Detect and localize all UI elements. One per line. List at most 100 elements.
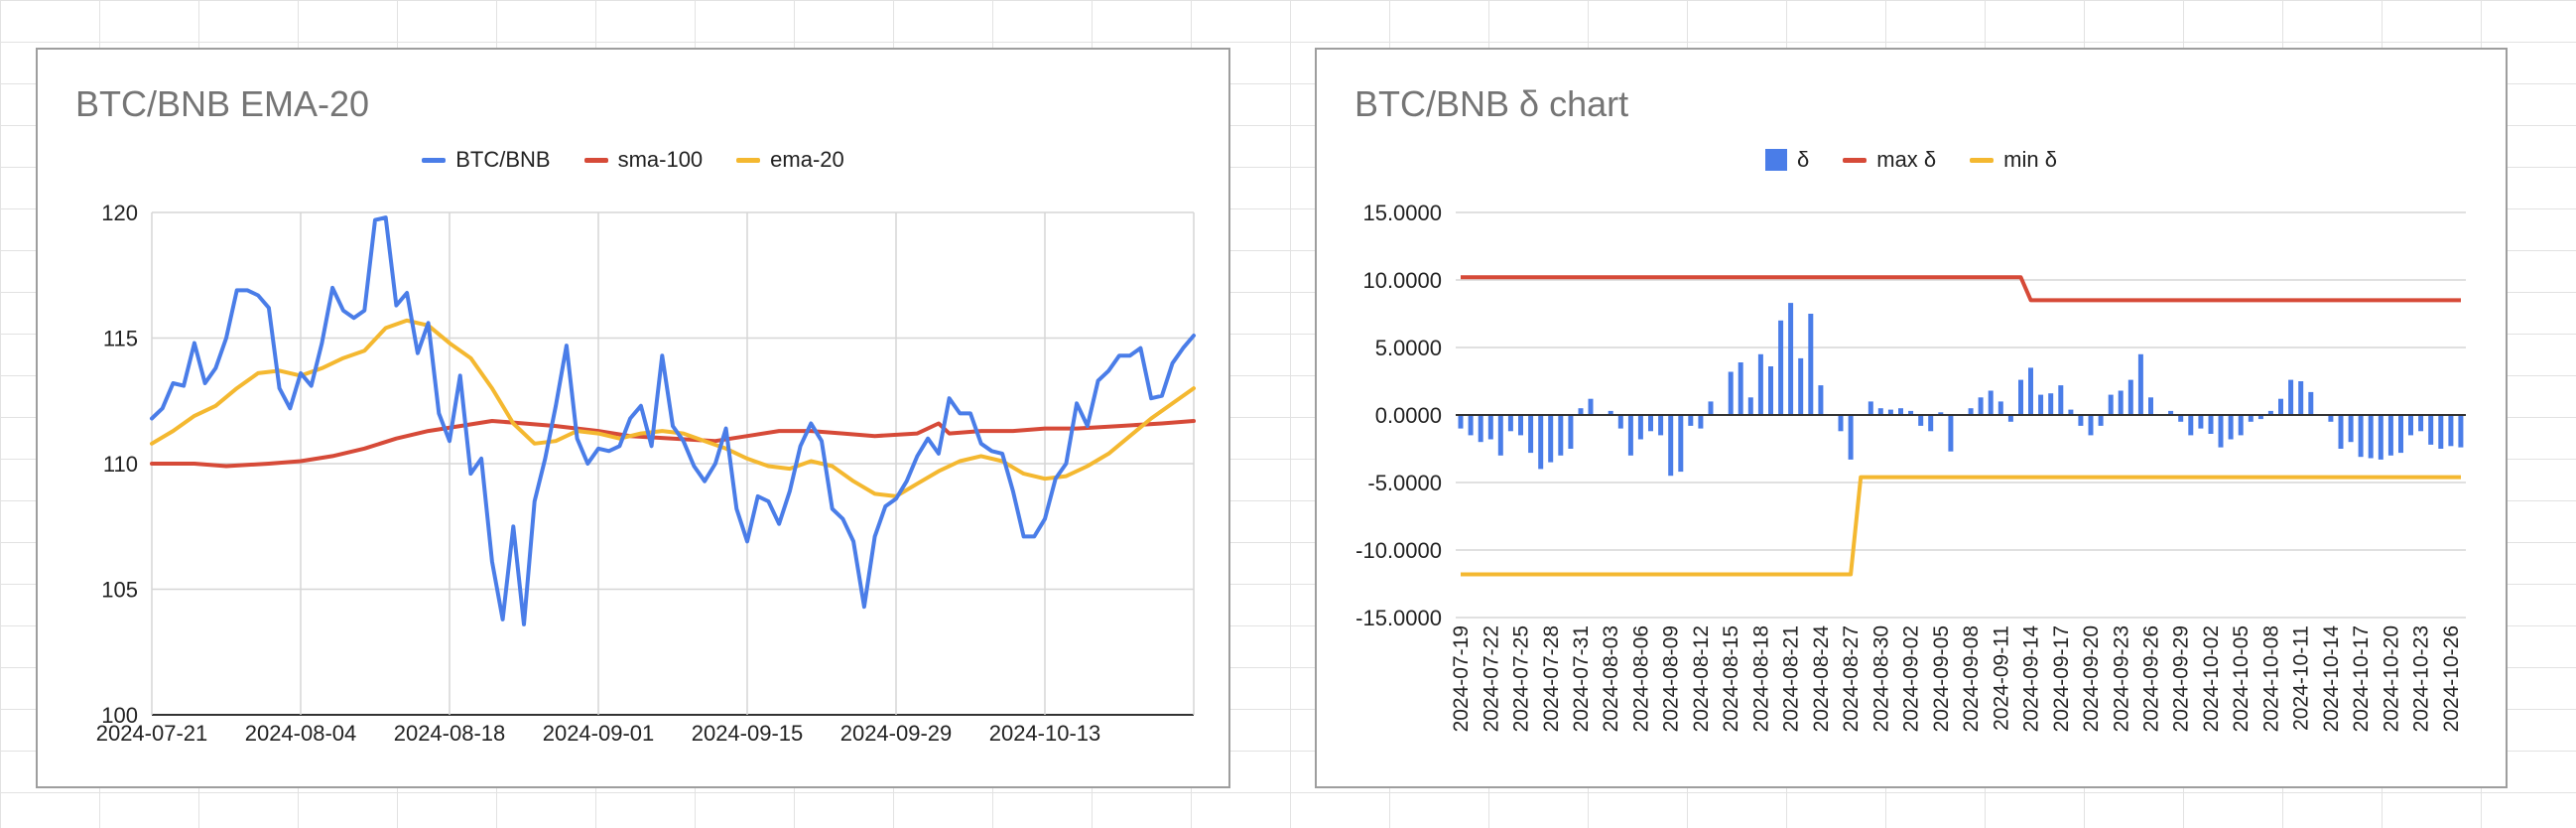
series-line-min-delta (1461, 475, 2461, 577)
delta-bar (1468, 415, 1474, 436)
delta-bar (1558, 415, 1564, 456)
x-tick-label: 2024-09-11 (1990, 625, 2012, 731)
delta-bar (1848, 415, 1854, 460)
delta-bar (2208, 415, 2214, 434)
x-tick-label: 2024-08-21 (1780, 625, 1803, 732)
delta-bar (2348, 415, 2354, 443)
delta-bar (1948, 415, 1954, 452)
delta-bar (1738, 362, 1743, 415)
delta-bar (1768, 366, 1773, 415)
series-line-max-delta (1461, 275, 2461, 303)
x-tick-label: 2024-09-14 (2020, 625, 2043, 733)
y-tick-label: 120 (101, 201, 138, 225)
delta-bar (1868, 401, 1873, 415)
delta-bar (2108, 394, 2114, 415)
delta-bar (1818, 385, 1824, 415)
delta-bar (1778, 320, 1784, 415)
x-tick-label: 2024-08-18 (394, 721, 506, 746)
legend-item-delta[interactable]: δ (1765, 147, 1809, 173)
series-line-btc-bnb (150, 215, 1196, 626)
legend-item-ema-20[interactable]: ema-20 (736, 147, 844, 173)
ema-line-chart: 100 105 110 115 120 2024-07-21 2024-08-04 2024-… (96, 201, 1196, 746)
delta-bar (1838, 415, 1844, 432)
delta-bar (1938, 412, 1944, 415)
legend-item-btc-bnb[interactable]: BTC/BNB (422, 147, 551, 173)
chart-legend: BTC/BNB sma-100 ema-20 (38, 147, 1228, 173)
y-tick-label: 5.0000 (1375, 336, 1442, 360)
delta-chart-panel[interactable]: BTC/BNB δ chart δ max δ min δ -15.0000 -1… (1315, 48, 2508, 788)
x-tick-label: 2024-07-31 (1570, 625, 1593, 732)
delta-bar (1747, 397, 1753, 415)
legend-item-sma-100[interactable]: sma-100 (583, 147, 704, 173)
delta-bar (2118, 390, 2124, 415)
y-tick-label: 105 (101, 578, 138, 603)
legend-label: BTC/BNB (455, 147, 551, 172)
x-tick-label: 2024-08-24 (1810, 625, 1833, 733)
x-tick-label: 2024-09-29 (2170, 625, 2193, 732)
delta-bar (2048, 393, 2054, 415)
legend-item-min-delta[interactable]: min δ (1970, 147, 2057, 173)
delta-bar (2328, 415, 2334, 422)
delta-bar (2068, 409, 2074, 415)
legend-item-max-delta[interactable]: max δ (1843, 147, 1936, 173)
x-tick-label: 2024-08-15 (1720, 625, 1742, 732)
delta-bar (1757, 353, 1763, 415)
x-tick-label: 2024-09-23 (2110, 625, 2132, 732)
x-tick-label: 2024-09-20 (2080, 625, 2103, 732)
x-tick-label: 2024-10-13 (989, 721, 1101, 746)
delta-bar (2098, 415, 2104, 426)
x-tick-label: 2024-08-04 (245, 721, 357, 746)
delta-bar (1978, 397, 1984, 415)
delta-bar-chart: -15.0000 -10.0000 -5.0000 0.0000 5.0000 10.00… (1355, 201, 2466, 733)
delta-bar (2218, 415, 2224, 448)
delta-bar (1708, 401, 1714, 415)
x-tick-label: 2024-09-26 (2140, 625, 2163, 732)
delta-bar (2088, 415, 2094, 436)
x-tick-label: 2024-09-02 (1900, 625, 1923, 732)
legend-label: sma-100 (617, 147, 704, 172)
delta-bar (1728, 371, 1734, 415)
delta-bar (2298, 381, 2304, 415)
x-tick-label: 2024-08-12 (1690, 625, 1713, 732)
delta-bar (2288, 379, 2294, 415)
delta-bar (1648, 415, 1653, 432)
y-tick-label: 100 (101, 703, 138, 728)
delta-bar (1487, 415, 1493, 440)
chart-title: BTC/BNB EMA-20 (75, 83, 370, 124)
x-tick-label: 2024-08-06 (1630, 625, 1653, 732)
delta-bar (1458, 415, 1464, 429)
delta-bar (1497, 415, 1503, 456)
delta-bar (2018, 379, 2023, 415)
delta-bar (2248, 415, 2254, 422)
y-tick-label: 15.0000 (1362, 201, 1442, 225)
x-tick-label: 2024-09-17 (2050, 625, 2073, 732)
legend-swatch (422, 157, 447, 163)
series-line-ema-20 (150, 318, 1196, 498)
y-tick-label: -5.0000 (1367, 471, 1442, 495)
x-tick-label: 2024-09-29 (840, 721, 953, 746)
delta-bar (1608, 410, 1613, 415)
legend-swatch (583, 157, 608, 163)
legend-label: max δ (1876, 147, 1937, 172)
delta-bar (1798, 357, 1804, 415)
delta-bar (1808, 314, 1814, 415)
legend-label: δ (1797, 147, 1810, 172)
x-tick-label: 2024-10-11 (2290, 625, 2313, 731)
grid (151, 211, 1195, 716)
delta-bar (2398, 415, 2403, 454)
y-tick-label: 0.0000 (1375, 403, 1442, 428)
x-tick-label: 2024-07-22 (1480, 625, 1502, 732)
chart-title: BTC/BNB δ chart (1354, 83, 1629, 124)
delta-bar (2278, 398, 2283, 415)
y-tick-label: 110 (103, 452, 138, 477)
delta-bar (1528, 415, 1534, 454)
ema-chart-panel[interactable]: BTC/BNB EMA-20 BTC/BNB sma-100 ema-20 10… (36, 48, 1230, 788)
x-tick-label: 2024-07-28 (1540, 625, 1563, 732)
delta-bar (2438, 415, 2444, 449)
x-tick-label: 2024-10-14 (2320, 625, 2343, 733)
x-tick-label: 2024-09-05 (1930, 625, 1953, 732)
x-tick-label: 2024-07-25 (1510, 625, 1533, 732)
x-tick-label: 2024-08-27 (1840, 625, 1863, 732)
delta-bar (2038, 394, 2044, 415)
series-line-sma-100 (150, 419, 1196, 469)
